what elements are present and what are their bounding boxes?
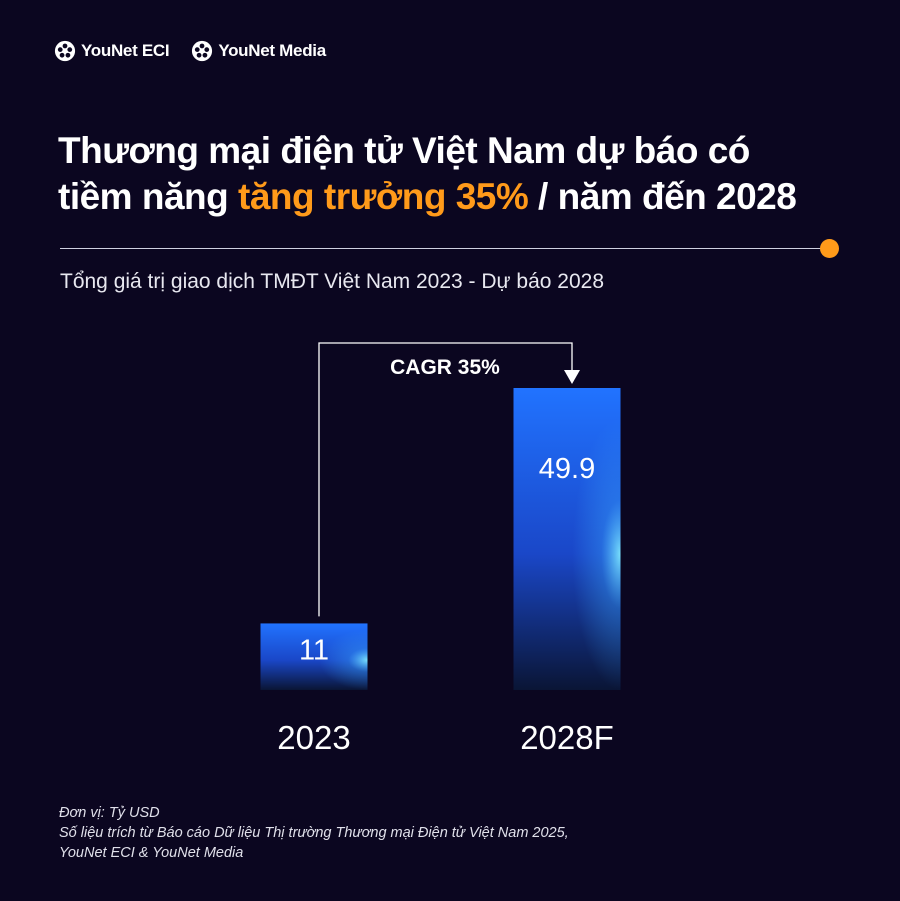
younet-eci-logo: YouNet ECI [54, 40, 170, 62]
bar-chart: 11 2023 49.9 2028F CAGR 35% [260, 342, 621, 756]
logo-text-eci: YouNet ECI [81, 41, 170, 60]
headline-line-2: tiềm năng tăng trưởng 35% / năm đến 2028 [58, 174, 878, 220]
divider-line [60, 248, 830, 249]
category-label-2028F: 2028F [520, 719, 614, 756]
source-note-2: YouNet ECI & YouNet Media [59, 845, 244, 861]
younet-flower-icon [54, 40, 76, 62]
source-note-1: Số liệu trích từ Báo cáo Dữ liệu Thị trư… [59, 825, 569, 841]
value-label-2023: 11 [299, 634, 329, 666]
logo-bar: YouNet ECI YouNet Media [54, 40, 326, 62]
headline-highlight: tăng trưởng 35% [238, 176, 529, 217]
logo-text-media: YouNet Media [218, 41, 326, 60]
bar-glow-2028F [513, 388, 621, 690]
headline-line-1: Thương mại điện tử Việt Nam dự báo có [58, 130, 750, 171]
cagr-connector [318, 342, 573, 617]
divider-dot [820, 239, 839, 258]
younet-media-logo: YouNet Media [191, 40, 326, 62]
cagr-arrow-head [564, 370, 580, 384]
cagr-annotation: CAGR 35% [390, 356, 500, 379]
bar-glow-2023 [260, 623, 368, 690]
headline-line-2-pre: tiềm năng [58, 176, 239, 217]
chart-title: Tổng giá trị giao dịch TMĐT Việt Nam 202… [60, 270, 605, 293]
headline-line-2-post: / năm đến 2028 [528, 176, 797, 217]
younet-flower-icon [192, 40, 213, 62]
headline: Thương mại điện tử Việt Nam dự báo có ti… [58, 128, 878, 220]
value-label-2028F: 49.9 [539, 453, 595, 485]
unit-note: Đơn vị: Tỷ USD [59, 805, 160, 821]
footnote: Đơn vị: Tỷ USD Số liệu trích từ Báo cáo … [59, 803, 569, 863]
category-label-2023: 2023 [277, 719, 350, 756]
